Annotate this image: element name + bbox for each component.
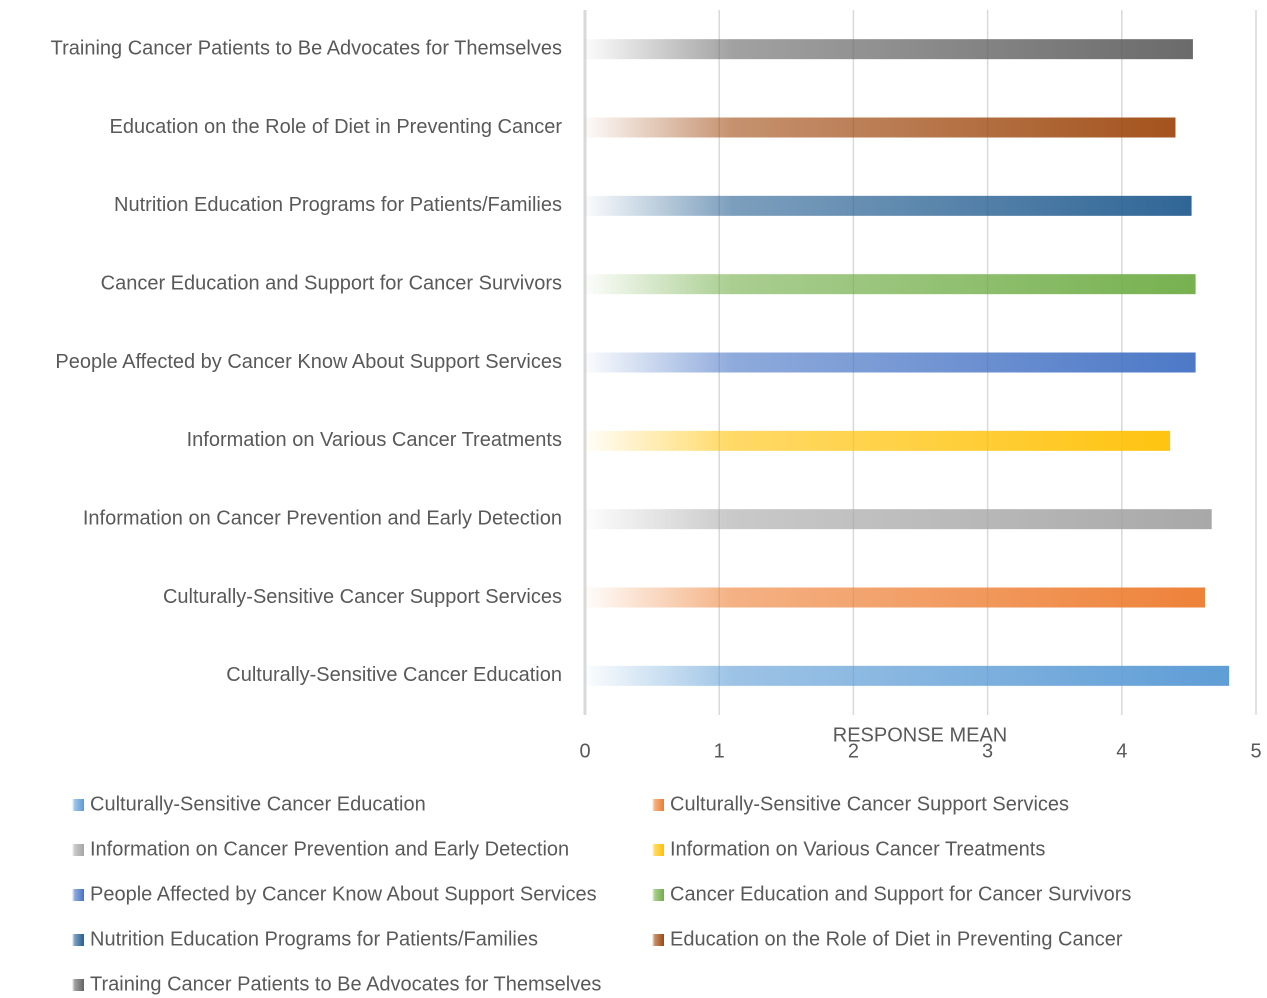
bar xyxy=(585,117,1176,138)
legend-label: Training Cancer Patients to Be Advocates… xyxy=(90,973,601,995)
legend-label: Education on the Role of Diet in Prevent… xyxy=(670,928,1123,950)
bar xyxy=(585,587,1206,608)
legend-swatch xyxy=(72,889,84,901)
x-axis-label: RESPONSE MEAN xyxy=(833,724,1007,746)
bar xyxy=(585,39,1193,60)
legend-swatch xyxy=(72,934,84,946)
legend-swatch xyxy=(652,934,664,946)
legend-label: Culturally-Sensitive Cancer Education xyxy=(90,793,426,815)
x-tick-label: 5 xyxy=(1250,740,1261,762)
legend-swatch xyxy=(72,979,84,991)
bar xyxy=(585,274,1196,295)
legend-swatch xyxy=(652,799,664,811)
y-tick-label: Culturally-Sensitive Cancer Support Serv… xyxy=(163,586,562,608)
legend-label: Information on Cancer Prevention and Ear… xyxy=(90,838,569,860)
y-tick-label: Information on Various Cancer Treatments xyxy=(187,429,562,451)
y-tick-label: Culturally-Sensitive Cancer Education xyxy=(226,664,562,686)
bar xyxy=(585,430,1171,451)
bar xyxy=(585,509,1212,530)
bar xyxy=(585,352,1196,373)
y-tick-label: Nutrition Education Programs for Patient… xyxy=(114,194,562,216)
legend-label: Culturally-Sensitive Cancer Support Serv… xyxy=(670,793,1069,815)
y-tick-label: Training Cancer Patients to Be Advocates… xyxy=(51,37,562,59)
y-tick-label: Education on the Role of Diet in Prevent… xyxy=(110,116,563,138)
legend-swatch xyxy=(652,889,664,901)
x-tick-label: 0 xyxy=(579,740,590,762)
bar xyxy=(585,195,1192,216)
legend-swatch xyxy=(72,799,84,811)
legend-label: People Affected by Cancer Know About Sup… xyxy=(90,883,597,905)
legend-label: Nutrition Education Programs for Patient… xyxy=(90,928,538,950)
x-tick-label: 3 xyxy=(982,740,993,762)
bar xyxy=(585,665,1230,686)
x-tick-label: 2 xyxy=(848,740,859,762)
legend-label: Cancer Education and Support for Cancer … xyxy=(670,883,1131,905)
x-tick-label: 1 xyxy=(714,740,725,762)
x-tick-label: 4 xyxy=(1116,740,1127,762)
y-tick-label: Information on Cancer Prevention and Ear… xyxy=(83,507,562,529)
legend-swatch xyxy=(72,844,84,856)
legend-label: Information on Various Cancer Treatments xyxy=(670,838,1045,860)
legend-swatch xyxy=(652,844,664,856)
y-tick-label: People Affected by Cancer Know About Sup… xyxy=(55,351,562,373)
y-tick-label: Cancer Education and Support for Cancer … xyxy=(101,272,562,294)
